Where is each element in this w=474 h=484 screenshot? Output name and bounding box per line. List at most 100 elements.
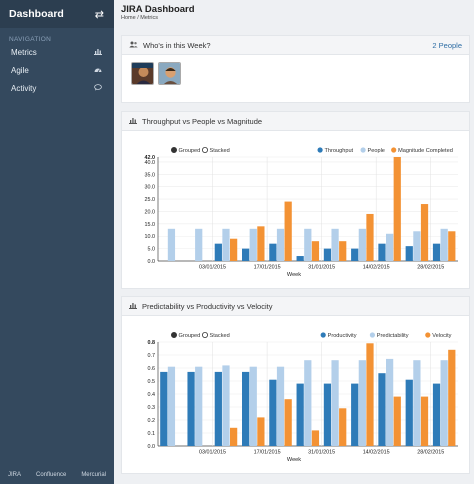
y-tick-label: 0.8 — [148, 340, 156, 346]
sidebar-item-label: Agile — [11, 65, 29, 75]
y-tick-label: 40.0 — [145, 160, 156, 166]
chart-mode-label: Stacked — [210, 148, 230, 154]
radio-stacked — [202, 331, 209, 338]
bar-throughput — [214, 243, 222, 261]
nav-section-label: NAVIGATION — [9, 36, 52, 43]
sidebar-title: Dashboard — [9, 8, 64, 20]
bar-velocity — [257, 417, 265, 446]
bar-throughput — [242, 248, 250, 261]
x-tick-label: 31/01/2015 — [308, 265, 335, 271]
legend-swatch — [425, 332, 431, 338]
chart-panel-header: Predictability vs Productivity vs Veloci… — [122, 297, 469, 316]
y-tick-label: 0.6 — [148, 366, 156, 372]
bar-velocity — [420, 396, 429, 446]
bar-people — [331, 228, 339, 261]
y-tick-label: 0.4 — [148, 392, 156, 398]
bar-throughput — [378, 243, 386, 261]
sidebar-item-metrics[interactable]: Metrics — [0, 43, 114, 61]
legend-item-predictability[interactable]: Predictability — [369, 332, 409, 339]
sidebar-item-label: Metrics — [11, 47, 37, 57]
chart-mode-stacked[interactable]: Stacked — [202, 146, 230, 154]
x-tick-label: 14/02/2015 — [363, 265, 390, 271]
bar-productivity — [323, 383, 332, 446]
bar-velocity — [366, 343, 374, 446]
legend-swatch — [317, 147, 323, 153]
legend-item-magnitude-completed[interactable]: Magnitude Completed — [391, 147, 453, 154]
bar-productivity — [187, 371, 195, 446]
legend-label: Magnitude Completed — [398, 148, 453, 154]
y-tick-label: 42.0 — [145, 155, 156, 161]
sidebar: Dashboard ⇄ NAVIGATION Metrics Agile Act… — [0, 0, 114, 484]
y-tick-label: 0.1 — [148, 431, 156, 437]
bar-chart-icon — [94, 48, 102, 57]
bar-magnitude-completed — [448, 231, 456, 261]
bar-people — [440, 228, 448, 261]
y-tick-label: 0.5 — [148, 379, 156, 385]
legend-item-velocity[interactable]: Velocity — [425, 332, 452, 339]
bar-chart-icon — [129, 117, 137, 126]
legend-label: Velocity — [432, 333, 451, 339]
radio-stacked — [202, 146, 209, 153]
avatar-list — [122, 55, 469, 92]
main-content: JIRA Dashboard Home / Metrics Who's in t… — [114, 0, 474, 484]
bar-predictability — [222, 365, 230, 446]
legend-item-throughput[interactable]: Throughput — [317, 147, 354, 154]
bar-chart-icon — [129, 302, 137, 311]
bar-productivity — [432, 383, 441, 446]
legend-swatch — [360, 147, 366, 153]
bar-predictability — [386, 358, 394, 446]
footer-link-mercurial[interactable]: Mercurial — [81, 472, 106, 478]
bar-magnitude-completed — [339, 241, 347, 261]
x-axis-label: Week — [287, 457, 301, 463]
whos-in-header: Who's in this Week? 2 People — [122, 36, 469, 55]
y-tick-label: 35.0 — [145, 172, 156, 178]
throughput-chart: Grouped Stacked Throughput People Magnitude … — [145, 146, 458, 278]
bar-people — [386, 233, 394, 261]
bar-velocity — [311, 430, 320, 446]
bar-velocity — [230, 427, 238, 446]
avatar[interactable] — [131, 62, 154, 85]
bar-productivity — [214, 371, 222, 446]
chart-mode-grouped[interactable]: Grouped — [171, 331, 200, 339]
sidebar-footer: JIRA Confluence Mercurial — [0, 472, 114, 478]
footer-link-confluence[interactable]: Confluence — [35, 472, 67, 478]
bar-people — [276, 228, 285, 261]
bar-productivity — [160, 371, 168, 446]
bar-predictability — [167, 366, 176, 446]
sidebar-item-label: Activity — [11, 83, 37, 93]
y-tick-label: 0.7 — [148, 353, 156, 359]
sidebar-item-activity[interactable]: Activity — [0, 79, 114, 97]
bar-predictability — [440, 360, 448, 446]
bar-throughput — [323, 248, 332, 261]
comment-icon — [94, 83, 102, 93]
chart-title: Predictability vs Productivity vs Veloci… — [142, 301, 273, 311]
people-count-link[interactable]: 2 People — [432, 40, 462, 50]
radio-grouped — [171, 146, 178, 153]
predictability-chart: Grouped Stacked Productivity Predictability… — [148, 331, 458, 463]
x-tick-label: 03/01/2015 — [199, 450, 226, 456]
exchange-icon[interactable]: ⇄ — [94, 8, 104, 21]
users-icon — [129, 41, 138, 50]
legend-label: Throughput — [325, 148, 354, 154]
bar-productivity — [378, 373, 386, 446]
bar-velocity — [393, 396, 401, 446]
bar-throughput — [405, 246, 413, 261]
chart-mode-stacked[interactable]: Stacked — [202, 331, 230, 339]
sidebar-header: Dashboard ⇄ — [0, 0, 114, 28]
footer-link-jira[interactable]: JIRA — [8, 472, 22, 478]
bar-predictability — [304, 360, 312, 446]
x-tick-label: 17/01/2015 — [254, 265, 281, 271]
x-tick-label: 03/01/2015 — [199, 265, 226, 271]
bar-productivity — [269, 379, 277, 446]
y-tick-label: 25.0 — [145, 197, 156, 203]
bar-velocity — [284, 399, 292, 446]
chart-mode-grouped[interactable]: Grouped — [171, 146, 200, 154]
legend-item-productivity[interactable]: Productivity — [320, 332, 357, 339]
page-title: JIRA Dashboard — [121, 4, 195, 15]
sidebar-item-agile[interactable]: Agile — [0, 61, 114, 79]
bar-people — [304, 228, 312, 261]
bar-throughput — [432, 243, 441, 261]
legend-item-people[interactable]: People — [360, 147, 385, 154]
avatar[interactable] — [158, 62, 181, 85]
chart-panel-header: Throughput vs People vs Magnitude — [122, 112, 469, 131]
